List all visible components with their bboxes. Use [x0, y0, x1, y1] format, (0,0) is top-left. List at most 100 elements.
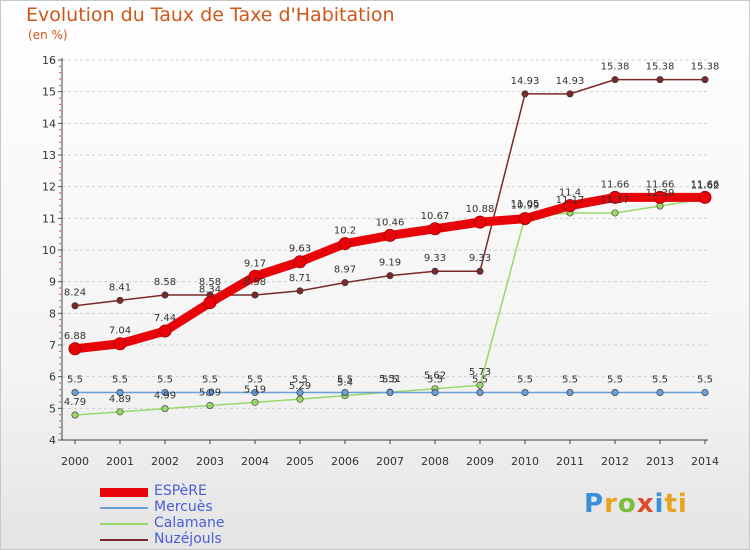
data-label: 5.09: [199, 387, 221, 398]
y-tick-label: 6: [49, 371, 56, 384]
data-label: 11.17: [556, 195, 585, 206]
data-point: [251, 388, 259, 396]
data-point: [341, 279, 349, 287]
data-label: 9.33: [424, 253, 446, 264]
y-tick-label: 9: [49, 276, 56, 289]
data-label: 5.5: [112, 375, 128, 386]
data-label: 5.5: [157, 375, 173, 386]
data-label: 9.19: [379, 258, 401, 269]
data-point: [116, 408, 124, 416]
data-label: 7.04: [109, 326, 131, 337]
data-label: 11.4: [559, 188, 581, 199]
data-label: 10.88: [466, 204, 495, 215]
data-point: [563, 199, 577, 213]
data-label: 15.38: [691, 62, 720, 73]
data-label: 9.33: [469, 253, 491, 264]
data-label: 7.44: [154, 313, 176, 324]
data-label: 11.17: [601, 195, 630, 206]
data-point: [656, 76, 664, 84]
data-point: [248, 269, 262, 283]
data-label: 11.62: [691, 181, 720, 192]
x-tick-label: 2009: [466, 455, 494, 468]
data-point: [476, 267, 484, 275]
chart-title: Evolution du Taux de Taxe d'Habitation: [26, 4, 395, 26]
data-point: [206, 388, 214, 396]
y-tick-label: 8: [49, 307, 56, 320]
data-point: [296, 395, 304, 403]
data-label: 5.5: [652, 375, 668, 386]
y-tick-label: 7: [49, 339, 56, 352]
y-tick-label: 5: [49, 402, 56, 415]
data-label: 5.5: [517, 375, 533, 386]
data-label: 8.58: [154, 277, 176, 288]
data-label: 5.5: [562, 375, 578, 386]
data-point: [251, 291, 259, 299]
data-point: [338, 237, 352, 251]
data-label: 5.5: [697, 375, 713, 386]
data-point: [476, 381, 484, 389]
data-label: 4.99: [154, 391, 176, 402]
data-point: [566, 90, 574, 98]
data-point: [341, 388, 349, 396]
data-point: [383, 228, 397, 242]
data-point: [701, 76, 709, 84]
data-point: [611, 388, 619, 396]
data-label: 5.5: [472, 375, 488, 386]
data-label: 5.5: [67, 375, 83, 386]
data-label: 4.79: [64, 397, 86, 408]
x-tick-label: 2008: [421, 455, 449, 468]
data-point: [71, 388, 79, 396]
data-point: [161, 405, 169, 413]
data-label: 5.29: [289, 381, 311, 392]
data-label: 9.63: [289, 244, 311, 255]
data-label: 5.19: [244, 384, 266, 395]
x-tick-label: 2007: [376, 455, 404, 468]
x-tick-label: 2006: [331, 455, 359, 468]
data-label: 5.5: [427, 375, 443, 386]
data-point: [566, 388, 574, 396]
data-label: 14.93: [556, 76, 585, 87]
data-point: [116, 296, 124, 304]
data-point: [71, 302, 79, 310]
data-point: [608, 190, 622, 204]
x-tick-label: 2005: [286, 455, 314, 468]
data-point: [656, 388, 664, 396]
data-label: 10.99: [511, 201, 540, 212]
data-point: [476, 388, 484, 396]
y-tick-label: 11: [42, 212, 56, 225]
data-point: [518, 212, 532, 226]
x-tick-label: 2001: [106, 455, 134, 468]
data-point: [68, 342, 82, 356]
y-tick-label: 10: [42, 244, 56, 257]
y-tick-label: 12: [42, 181, 56, 194]
data-point: [203, 296, 217, 310]
x-tick-label: 2012: [601, 455, 629, 468]
data-point: [116, 388, 124, 396]
data-label: 11.66: [601, 179, 630, 190]
data-label: 10.46: [376, 217, 405, 228]
y-tick-label: 4: [49, 434, 56, 447]
data-label: 5.4: [337, 378, 353, 389]
x-tick-label: 2004: [241, 455, 269, 468]
data-label: 15.38: [601, 62, 630, 73]
data-label: 5.5: [337, 375, 353, 386]
x-tick-label: 2002: [151, 455, 179, 468]
data-label: 8.24: [64, 288, 86, 299]
data-point: [386, 388, 394, 396]
y-tick-label: 13: [42, 149, 56, 162]
data-label: 8.58: [199, 277, 221, 288]
x-tick-label: 2014: [691, 455, 719, 468]
data-point: [428, 222, 442, 236]
data-label: 5.5: [382, 375, 398, 386]
data-label: 11.39: [646, 188, 675, 199]
data-label: 8.97: [334, 265, 356, 276]
data-point: [611, 76, 619, 84]
data-label: 5.5: [292, 375, 308, 386]
x-tick-label: 2013: [646, 455, 674, 468]
series-line-3: [74, 78, 705, 307]
data-point: [611, 209, 619, 217]
data-label: 8.71: [289, 273, 311, 284]
data-label: 5.73: [469, 367, 491, 378]
legend-swatch: [100, 488, 148, 497]
